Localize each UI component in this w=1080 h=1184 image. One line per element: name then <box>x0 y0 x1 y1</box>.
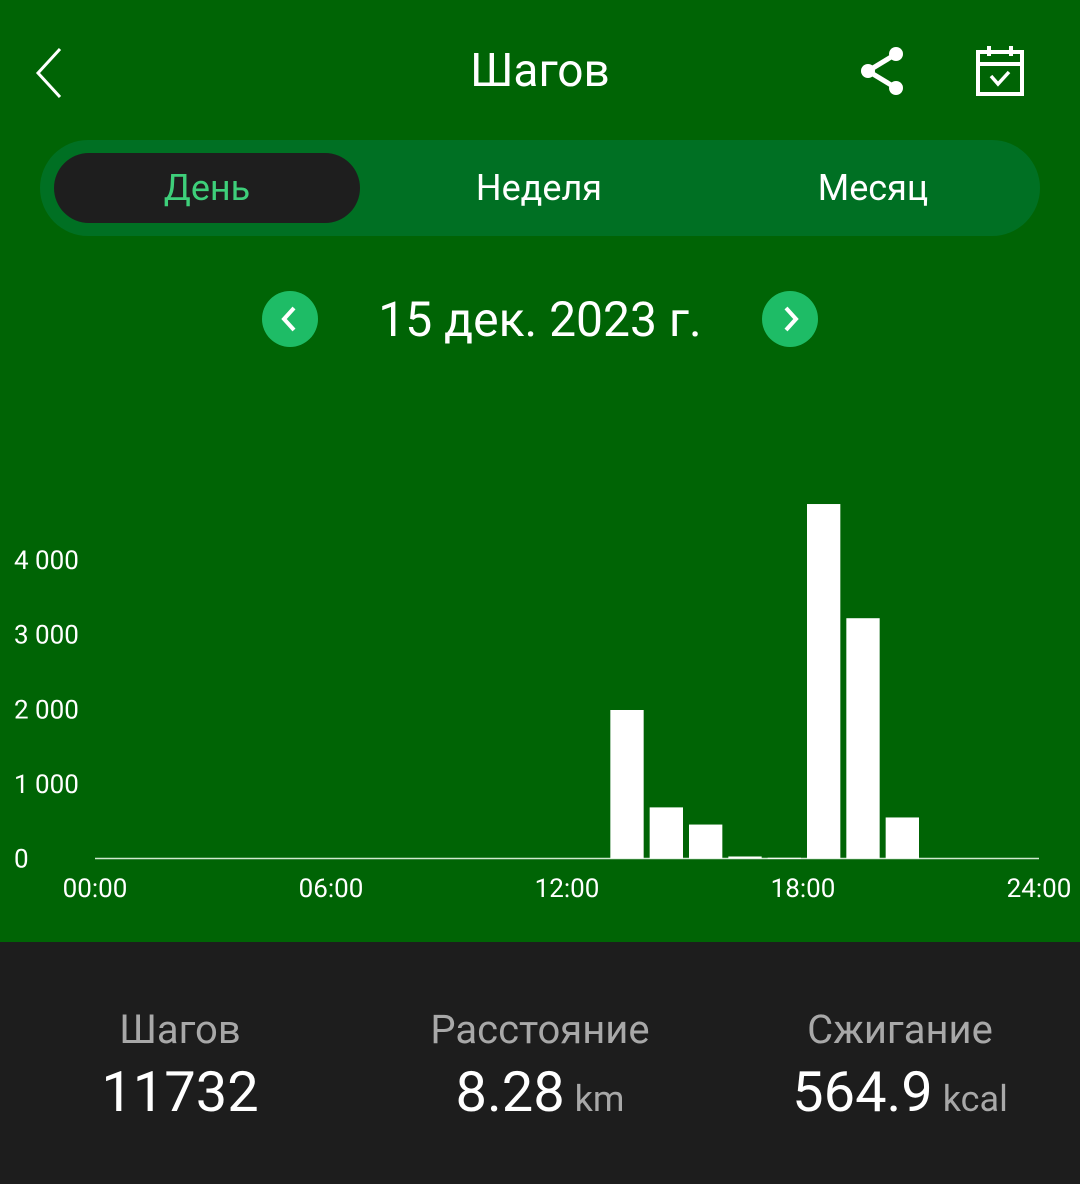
share-icon[interactable] <box>856 44 910 98</box>
step-bar[interactable] <box>649 807 683 859</box>
tab-month[interactable]: Месяц <box>817 167 929 209</box>
stat-label: Шагов <box>119 1006 241 1053</box>
y-tick-label: 3 000 <box>14 621 79 651</box>
step-bar[interactable] <box>728 856 762 859</box>
tab-day[interactable]: День <box>54 153 360 223</box>
period-tabs: День Неделя Месяц <box>40 140 1040 236</box>
stat-value: 564.9 <box>792 1059 933 1125</box>
stat-steps: Шагов 11732 <box>60 1006 300 1125</box>
y-tick-label: 0 <box>14 845 29 875</box>
prev-date-button[interactable] <box>262 291 318 347</box>
next-date-button[interactable] <box>762 291 818 347</box>
stat-label: Сжигание <box>807 1006 993 1053</box>
step-bar[interactable] <box>767 857 801 859</box>
step-bar[interactable] <box>885 817 919 859</box>
x-tick-label: 06:00 <box>299 874 364 904</box>
stat-label: Расстояние <box>430 1006 650 1053</box>
back-chevron-icon[interactable] <box>30 45 70 101</box>
y-tick-label: 2 000 <box>14 695 79 725</box>
step-bar[interactable] <box>610 709 644 859</box>
x-tick-label: 12:00 <box>535 874 600 904</box>
calendar-check-icon[interactable] <box>972 44 1028 100</box>
step-bar[interactable] <box>807 504 841 859</box>
stat-value: 8.28 <box>455 1059 565 1125</box>
stat-unit: kcal <box>942 1078 1008 1120</box>
top-panel: Шагов День Неделя Месяц 15 дек. 2023 г. … <box>0 0 1080 942</box>
stat-value: 11732 <box>101 1059 259 1125</box>
x-tick-label: 24:00 <box>1007 874 1072 904</box>
y-tick-label: 4 000 <box>14 546 79 576</box>
date-navigator: 15 дек. 2023 г. <box>0 290 1080 350</box>
stats-panel: Шагов 11732 Расстояние 8.28 km Сжигание 5… <box>0 942 1080 1184</box>
steps-bar-chart: 0 1 000 2 000 3 000 4 000 00:00 06:00 12:00 18:0… <box>14 504 1072 904</box>
y-tick-label: 1 000 <box>14 770 79 800</box>
stat-calories: Сжигание 564.9 kcal <box>760 1006 1040 1125</box>
stat-unit: km <box>574 1078 625 1120</box>
x-tick-label: 00:00 <box>63 874 128 904</box>
current-date: 15 дек. 2023 г. <box>378 291 702 348</box>
step-bar[interactable] <box>689 824 723 859</box>
step-bar[interactable] <box>846 618 880 859</box>
stat-distance: Расстояние 8.28 km <box>390 1006 690 1125</box>
tab-week[interactable]: Неделя <box>475 167 603 209</box>
page-title: Шагов <box>470 44 610 98</box>
x-tick-label: 18:00 <box>771 874 836 904</box>
